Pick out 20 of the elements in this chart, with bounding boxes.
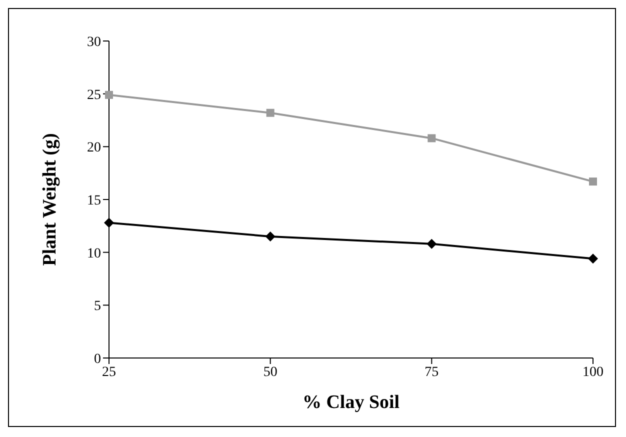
point [588,254,598,264]
point [265,231,276,242]
y-tick-label: 15 [87,193,101,208]
x-tick-label: 75 [424,364,439,380]
x-tick-label: 100 [582,364,604,380]
y-axis-title: Plant Weight (g) [40,133,61,266]
point [104,218,114,228]
y-tick-label: 5 [94,299,101,314]
point [426,238,437,249]
point [105,90,113,99]
y-tick-label: 10 [87,246,101,262]
x-axis-title: % Clay Soil [302,392,400,413]
point [266,108,274,117]
point [589,178,597,186]
point [428,134,436,142]
y-tick-label: 0 [94,352,101,367]
y-tick-label: 30 [87,34,101,50]
y-tick-label: 20 [87,140,101,156]
y-tick-label: 25 [87,88,101,103]
x-tick-label: 50 [263,364,278,380]
